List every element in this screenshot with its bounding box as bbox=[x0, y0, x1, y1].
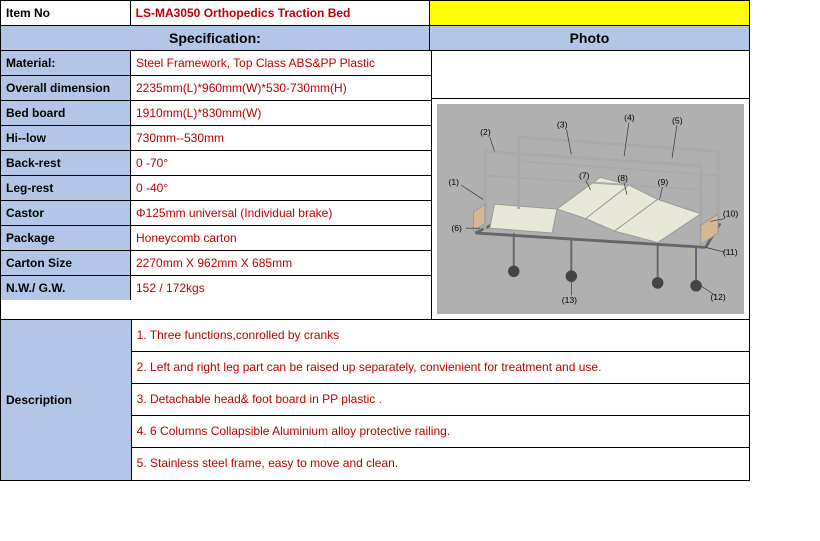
spec-value: 0 -70° bbox=[131, 151, 431, 175]
svg-text:(4): (4) bbox=[624, 113, 635, 123]
spec-body: Material:Steel Framework, Top Class ABS&… bbox=[1, 51, 749, 319]
spec-value: 1910mm(L)*830mm(W) bbox=[131, 101, 431, 125]
spec-label: N.W./ G.W. bbox=[1, 276, 131, 300]
photo-header-yellow bbox=[430, 1, 749, 25]
svg-text:(13): (13) bbox=[562, 295, 577, 305]
spec-label: Castor bbox=[1, 201, 131, 225]
item-no-value: LS-MA3050 Orthopedics Traction Bed bbox=[131, 1, 430, 25]
spec-label: Back-rest bbox=[1, 151, 131, 175]
spec-value: 730mm--530mm bbox=[131, 126, 431, 150]
svg-text:(2): (2) bbox=[480, 127, 491, 137]
desc-item: 5. Stainless steel frame, easy to move a… bbox=[131, 448, 749, 480]
spec-table: Item No LS-MA3050 Orthopedics Traction B… bbox=[0, 0, 750, 481]
description-values: 1. Three functions,conrolled by cranks 2… bbox=[131, 320, 749, 480]
svg-text:(5): (5) bbox=[672, 116, 683, 126]
spec-value: Honeycomb carton bbox=[131, 226, 431, 250]
spec-header-row: Specification: Photo bbox=[1, 26, 749, 51]
svg-text:(6): (6) bbox=[451, 223, 462, 233]
desc-item: 3. Detachable head& foot board in PP pla… bbox=[131, 384, 749, 416]
spec-label: Overall dimension bbox=[1, 76, 131, 100]
spec-label: Material: bbox=[1, 51, 131, 75]
svg-text:(7): (7) bbox=[579, 170, 590, 180]
description-row: Description 1. Three functions,conrolled… bbox=[1, 319, 749, 480]
svg-text:(10): (10) bbox=[723, 209, 738, 219]
photo-gap bbox=[432, 51, 749, 99]
spec-label: Leg-rest bbox=[1, 176, 131, 200]
spec-value: 0 -40° bbox=[131, 176, 431, 200]
description-label: Description bbox=[1, 320, 131, 480]
spec-value: 152 / 172kgs bbox=[131, 276, 431, 300]
svg-text:(11): (11) bbox=[723, 247, 738, 257]
item-no-label: Item No bbox=[1, 1, 131, 25]
photo-header-label: Photo bbox=[430, 26, 749, 50]
bed-diagram: (1) (2) (3) (4) (5) (6) (7) bbox=[437, 104, 744, 314]
svg-text:(8): (8) bbox=[617, 173, 628, 183]
photo-wrapper: (1) (2) (3) (4) (5) (6) (7) bbox=[432, 99, 749, 319]
photo-column: (1) (2) (3) (4) (5) (6) (7) bbox=[431, 51, 749, 319]
spec-label: Carton Size bbox=[1, 251, 131, 275]
spec-label: Package bbox=[1, 226, 131, 250]
spec-value: 2235mm(L)*960mm(W)*530-730mm(H) bbox=[131, 76, 431, 100]
spec-label: Hi--low bbox=[1, 126, 131, 150]
spec-label: Bed board bbox=[1, 101, 131, 125]
svg-text:(1): (1) bbox=[449, 177, 460, 187]
desc-item: 1. Three functions,conrolled by cranks bbox=[131, 320, 749, 352]
spec-value: Φ125mm universal (Individual brake) bbox=[131, 201, 431, 225]
spec-left-column: Material:Steel Framework, Top Class ABS&… bbox=[1, 51, 431, 319]
spec-value: Steel Framework, Top Class ABS&PP Plasti… bbox=[131, 51, 431, 75]
header-row: Item No LS-MA3050 Orthopedics Traction B… bbox=[1, 1, 749, 26]
svg-text:(3): (3) bbox=[557, 119, 568, 129]
svg-text:(12): (12) bbox=[710, 292, 725, 302]
desc-item: 2. Left and right leg part can be raised… bbox=[131, 352, 749, 384]
spec-value: 2270mm X 962mm X 685mm bbox=[131, 251, 431, 275]
spec-header-label: Specification: bbox=[1, 26, 430, 50]
svg-text:(9): (9) bbox=[658, 177, 669, 187]
bed-svg: (1) (2) (3) (4) (5) (6) (7) bbox=[437, 104, 744, 314]
desc-item: 4. 6 Columns Collapsible Aluminium alloy… bbox=[131, 416, 749, 448]
